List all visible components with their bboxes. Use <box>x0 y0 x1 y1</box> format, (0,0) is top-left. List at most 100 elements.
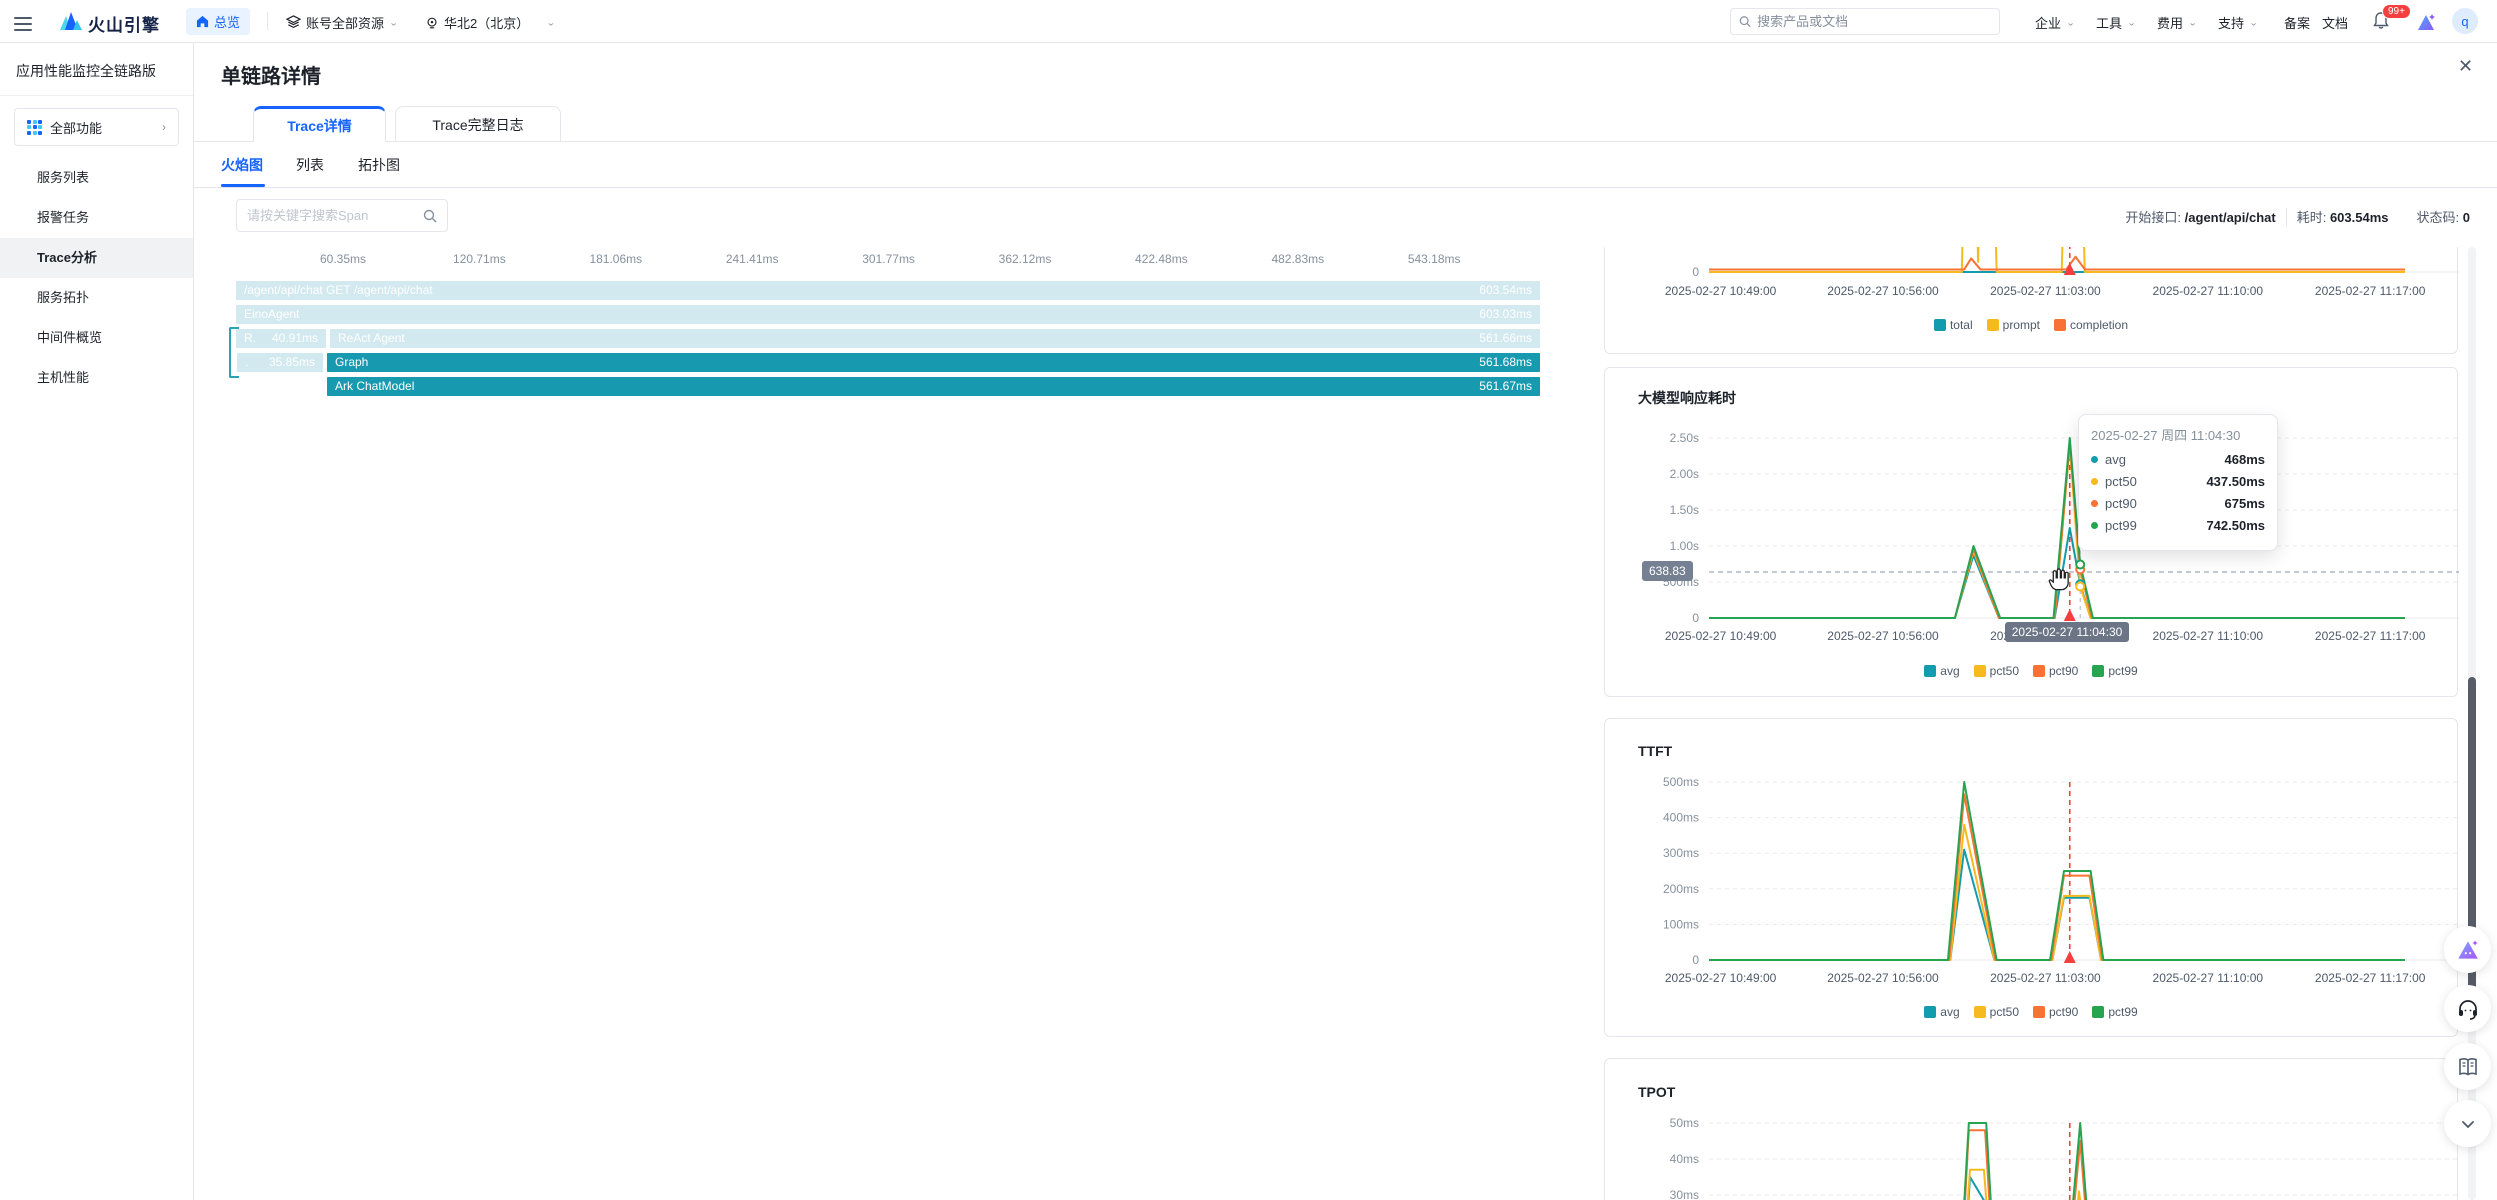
chart-legend: avg pct50 pct90 pct99 <box>1605 664 2457 678</box>
legend-item-avg[interactable]: avg <box>1924 664 1960 678</box>
legend-item-pct90[interactable]: pct90 <box>2033 664 2078 678</box>
subtab-topology[interactable]: 拓扑图 <box>358 157 400 173</box>
ruler-label: 301.77ms <box>862 252 915 266</box>
page-title: 单链路详情 <box>221 66 321 88</box>
flame-span[interactable]: Graph 561.68ms <box>327 353 1540 372</box>
chart-card-llm_latency: 大模型响应耗时 2.50s 2.00s 1.50s 1.00s 500ms 0 2025-02… <box>1604 367 2459 697</box>
legend-item-pct50[interactable]: pct50 <box>1973 664 2019 678</box>
nav-menu-docs[interactable]: 文档 <box>2322 16 2349 31</box>
flame-span[interactable]: /agent/api/chat GET /agent/api/chat 603.5… <box>236 281 1540 300</box>
svg-text:2025-02-27 10:49:00: 2025-02-27 10:49:00 <box>1665 629 1777 643</box>
avg-refline-badge: 638.83 <box>1642 561 1693 581</box>
flame-row: Ark ChatModel 561.67ms <box>236 377 1540 396</box>
legend-item-prompt[interactable]: prompt <box>1986 318 2040 332</box>
status-code-value: 0 <box>2462 210 2470 225</box>
logo-text[interactable]: 火山引擎 <box>88 16 160 35</box>
tab-trace-full-log[interactable]: Trace完整日志 <box>395 106 561 142</box>
sidebar-item-2[interactable]: Trace分析 <box>0 238 193 278</box>
tooltip-row-pct50: pct50 437.50ms <box>2091 474 2265 489</box>
chart-hover-tooltip: 2025-02-27 周四 11:04:30 avg 468ms pct50 437.… <box>2078 414 2278 551</box>
scrollbar-thumb[interactable] <box>2468 677 2476 1012</box>
flame-span[interactable]: ReAct Agent 561.66ms <box>330 329 1540 348</box>
svg-text:0: 0 <box>1692 953 1699 967</box>
flame-time-ruler: 60.35ms 120.71ms 181.06ms 241.41ms 301.77ms 3… <box>236 252 1540 270</box>
sidebar-item-1[interactable]: 报警任务 <box>37 210 90 225</box>
svg-text:2025-02-27 11:03:00: 2025-02-27 11:03:00 <box>1990 971 2101 985</box>
svg-text:100ms: 100ms <box>1663 917 1699 931</box>
account-scope-selector[interactable]: 账号全部资源 ⌄ <box>286 13 398 32</box>
svg-text:2025-02-27 10:56:00: 2025-02-27 10:56:00 <box>1827 971 1939 985</box>
legend-item-pct99[interactable]: pct99 <box>2092 1005 2138 1019</box>
nav-menu-tools[interactable]: 工具 ⌄ <box>2096 16 2137 31</box>
product-search-input[interactable] <box>1757 14 1991 29</box>
span-search-input[interactable] <box>247 208 423 223</box>
nav-menu-enterprise[interactable]: 企业 ⌄ <box>2035 16 2076 31</box>
nav-menu-support[interactable]: 支持 ⌄ <box>2218 16 2259 31</box>
svg-text:30ms: 30ms <box>1670 1188 1699 1200</box>
sidebar-item-4[interactable]: 中间件概览 <box>37 330 103 345</box>
svg-text:2025-02-27 11:17:00: 2025-02-27 11:17:00 <box>2315 629 2426 643</box>
location-pin-icon <box>427 17 437 28</box>
volcengine-logo-icon[interactable] <box>57 8 83 39</box>
ruler-label: 482.83ms <box>1271 252 1325 266</box>
flame-span[interactable]: EinoAgent 603.03ms <box>236 305 1540 324</box>
legend-item-completion[interactable]: completion <box>2054 318 2128 332</box>
flame-span[interactable]: . 35.85ms <box>237 353 323 372</box>
flame-span[interactable]: Ark ChatModel 561.67ms <box>327 377 1540 396</box>
svg-text:0: 0 <box>1692 611 1699 625</box>
close-icon[interactable]: ✕ <box>2458 56 2474 76</box>
hamburger-menu-icon[interactable] <box>14 13 32 35</box>
collapse-button[interactable] <box>2444 1100 2491 1147</box>
product-search-box[interactable] <box>1730 8 2000 35</box>
nav-menu-billing[interactable]: 费用 ⌄ <box>2157 16 2198 31</box>
active-subtab-underline <box>221 184 265 187</box>
svg-text:200ms: 200ms <box>1663 882 1699 896</box>
chart-card-tpot: TPOT50ms40ms30ms20ms10ms02025-02-27 10:4… <box>1604 1058 2459 1200</box>
nav-menu-icp[interactable]: 备案 <box>2284 16 2311 31</box>
all-functions-button[interactable]: 全部功能 › <box>14 108 179 146</box>
svg-text:2025-02-27 11:17:00: 2025-02-27 11:17:00 <box>2315 971 2426 985</box>
svg-text:2.00s: 2.00s <box>1670 467 1699 481</box>
flame-row: /agent/api/chat GET /agent/api/chat 603.5… <box>236 281 1540 300</box>
ai-assistant-button[interactable] <box>2444 926 2491 973</box>
subtab-list[interactable]: 列表 <box>296 157 324 173</box>
sidebar-item-3[interactable]: 服务拓扑 <box>37 290 90 305</box>
chart-legend: total prompt completion <box>1605 318 2457 332</box>
customer-service-button[interactable] <box>2444 985 2491 1032</box>
svg-text:2025-02-27 10:56:00: 2025-02-27 10:56:00 <box>1827 629 1939 643</box>
svg-text:2025-02-27 11:10:00: 2025-02-27 11:10:00 <box>2153 629 2264 643</box>
sidebar-item-0[interactable]: 服务列表 <box>37 170 90 185</box>
flame-span[interactable]: R. 40.91ms <box>236 329 326 348</box>
tooltip-timestamp: 2025-02-27 周四 11:04:30 <box>2091 428 2241 443</box>
svg-text:2.50s: 2.50s <box>1670 431 1699 445</box>
divider <box>194 187 2497 188</box>
svg-text:400ms: 400ms <box>1663 811 1699 825</box>
svg-text:2025-02-27 10:49:00: 2025-02-27 10:49:00 <box>1665 284 1777 298</box>
chart-title: 大模型响应耗时 <box>1638 390 1736 406</box>
tab-trace-detail[interactable]: Trace详情 <box>253 106 386 142</box>
user-avatar[interactable]: q <box>2452 8 2478 34</box>
chart-title: TTFT <box>1638 743 1673 759</box>
svg-text:2025-02-27 10:49:00: 2025-02-27 10:49:00 <box>1665 971 1777 985</box>
ruler-label: 60.35ms <box>319 252 367 266</box>
legend-item-pct90[interactable]: pct90 <box>2033 1005 2078 1019</box>
documentation-button[interactable] <box>2444 1043 2491 1090</box>
region-selector[interactable]: 华北2（北京） ⌄ <box>425 13 555 32</box>
ai-assistant-nav-icon[interactable] <box>2414 10 2438 39</box>
notification-bell-icon[interactable]: 99+ <box>2372 4 2411 35</box>
ai-assistant-icon <box>2457 939 2478 959</box>
svg-text:0: 0 <box>1692 265 1699 279</box>
legend-item-pct99[interactable]: pct99 <box>2092 664 2138 678</box>
legend-item-total[interactable]: total <box>1933 318 1973 332</box>
legend-item-avg[interactable]: avg <box>1924 1005 1960 1019</box>
svg-text:40ms: 40ms <box>1670 1152 1699 1166</box>
legend-item-pct50[interactable]: pct50 <box>1973 1005 2019 1019</box>
metric-charts-panel: 0 2025-02-27 10:49:00 2025-02-27 10:56:00 2… <box>1596 247 2466 1200</box>
overview-nav-button[interactable]: 总览 <box>186 8 251 35</box>
subtab-flame-graph[interactable]: 火焰图 <box>221 157 263 173</box>
start-api-value: /agent/api/chat <box>2184 210 2276 225</box>
sidebar-item-5[interactable]: 主机性能 <box>37 370 90 385</box>
divider <box>194 141 2497 142</box>
span-search-box[interactable] <box>236 199 448 232</box>
flame-row: R. 40.91ms ReAct Agent 561.66ms <box>236 329 1540 348</box>
